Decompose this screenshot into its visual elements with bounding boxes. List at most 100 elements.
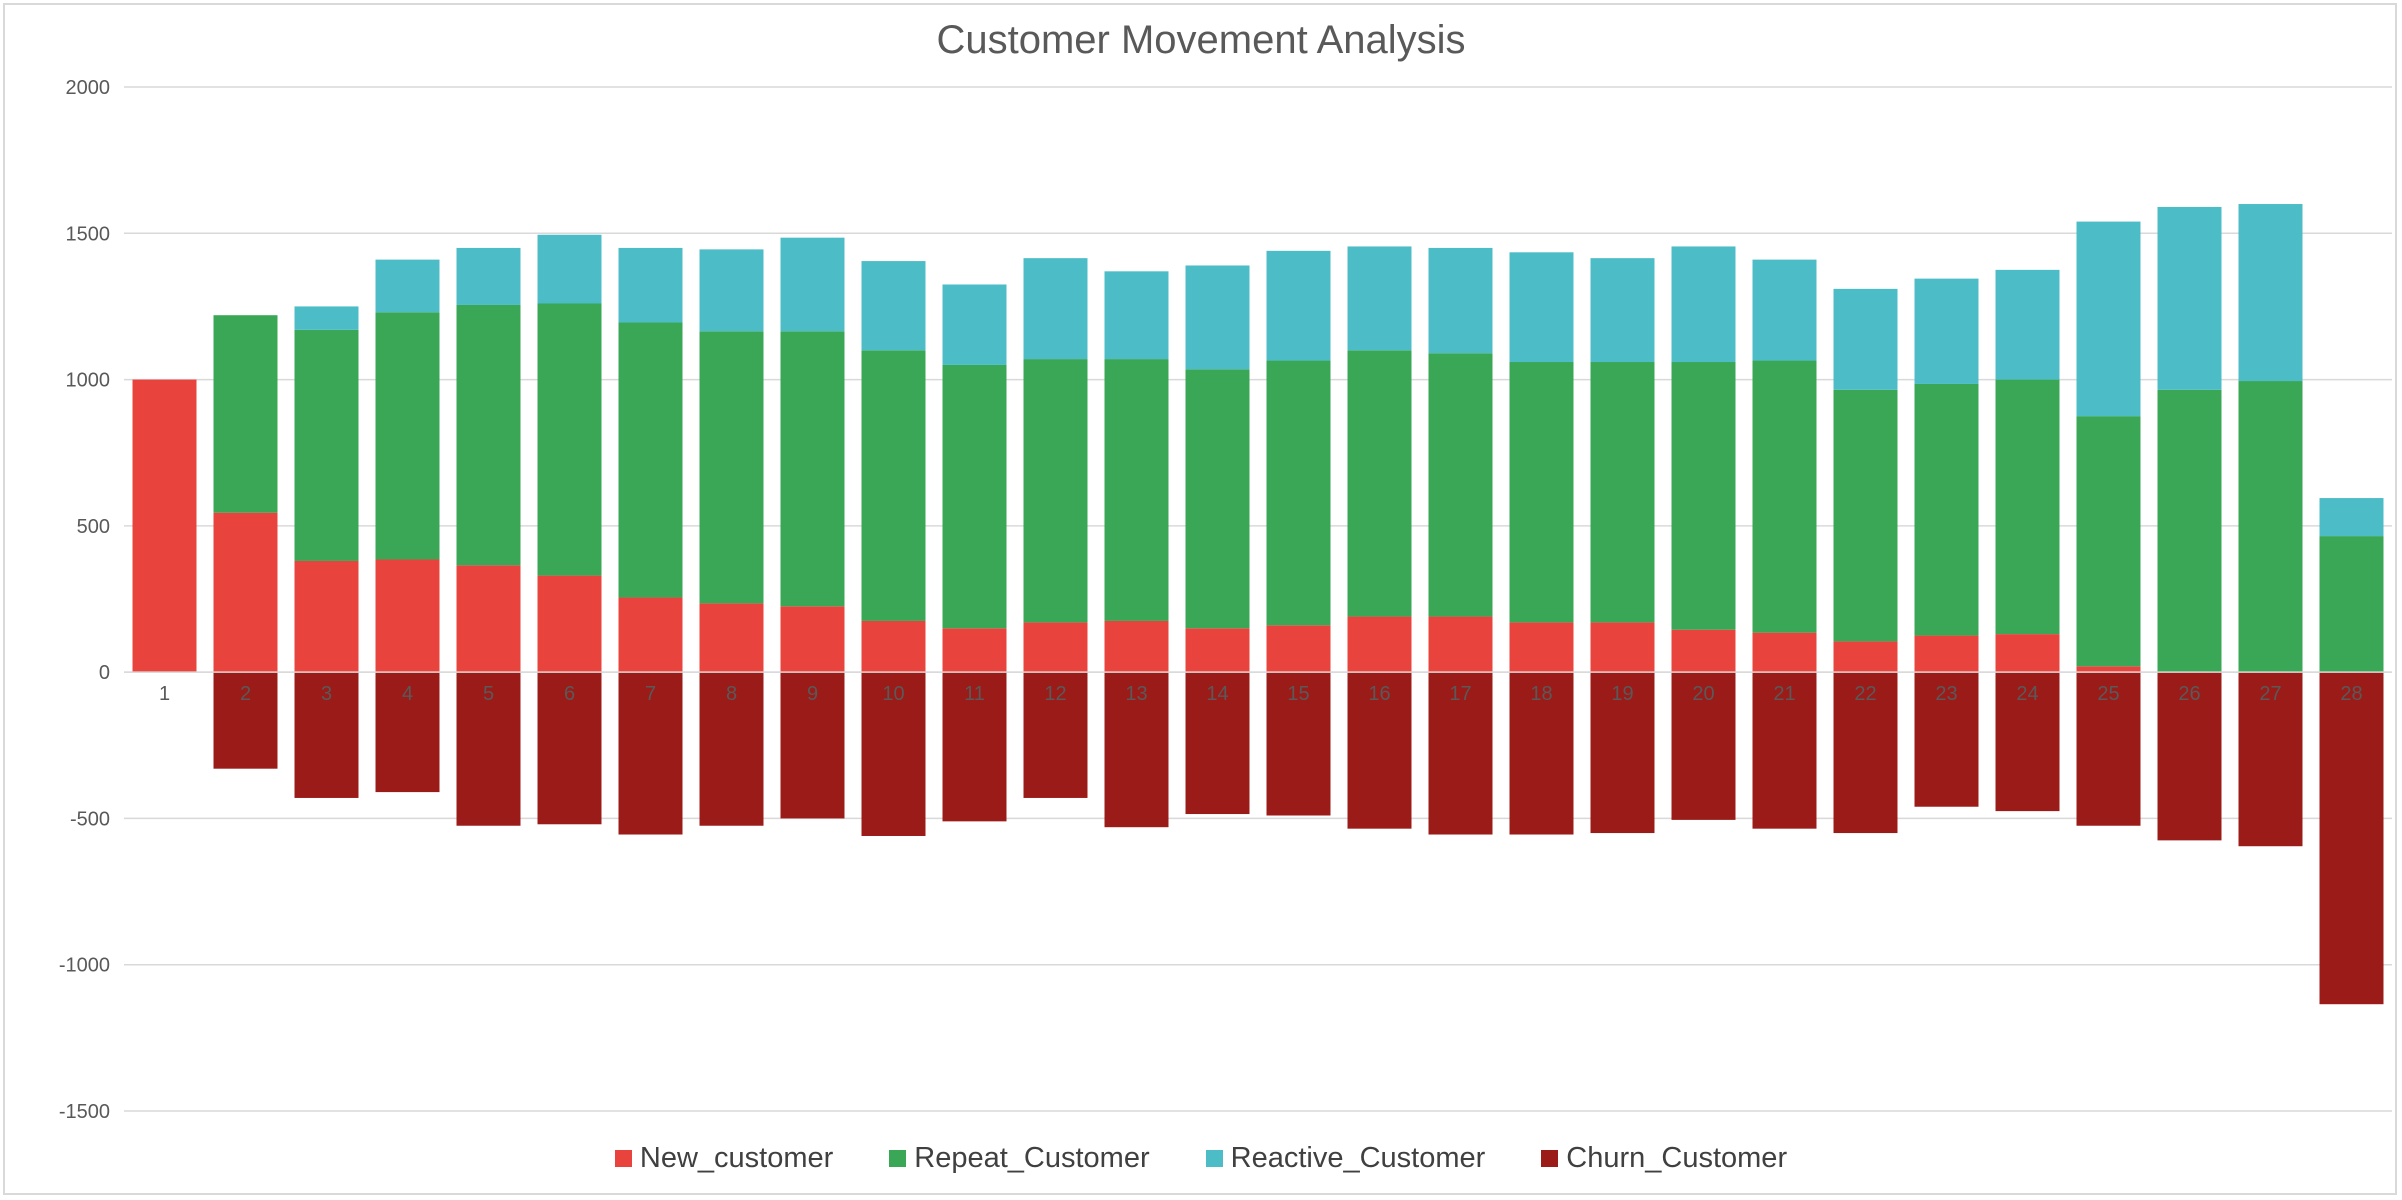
bar-reactive-customer [618, 247, 683, 323]
y-tick-label: -500 [70, 808, 110, 830]
bar-churn-customer [375, 672, 440, 793]
x-tick-label: 3 [321, 683, 332, 705]
bar-new-customer [1509, 622, 1574, 673]
bar-reactive-customer [1509, 252, 1574, 363]
bar-repeat-customer [1023, 359, 1088, 623]
y-tick-label: 0 [99, 662, 110, 684]
bar-churn-customer [1023, 672, 1088, 798]
legend-label: Churn_Customer [1566, 1142, 1788, 1174]
x-tick-label: 27 [2259, 683, 2281, 705]
bar-churn-customer [1590, 672, 1655, 834]
y-tick-label: -1000 [59, 955, 110, 977]
legend-swatch [614, 1150, 632, 1167]
bar-new-customer [618, 597, 683, 673]
bar-reactive-customer [780, 237, 845, 332]
y-tick-label: -1500 [59, 1101, 110, 1123]
x-tick-label: 7 [645, 683, 656, 705]
x-tick-label: 18 [1530, 683, 1552, 705]
bar-churn-customer [1185, 672, 1250, 815]
bar-churn-customer [861, 672, 926, 836]
bar-reactive-customer [1266, 250, 1331, 361]
legend-swatch [1541, 1150, 1559, 1167]
bar-reactive-customer [456, 247, 521, 305]
bar-repeat-customer [456, 304, 521, 566]
bar-new-customer [537, 575, 602, 673]
bar-churn-customer [1266, 672, 1331, 816]
bar-churn-customer [1671, 672, 1736, 820]
legend-item: New_customer [614, 1142, 834, 1175]
legend: New_customer Repeat_Customer Reactive_Cust… [0, 1142, 2402, 1175]
x-tick-label: 25 [2097, 683, 2119, 705]
x-tick-label: 9 [807, 683, 818, 705]
x-tick-label: 13 [1125, 683, 1147, 705]
y-tick-label: 1500 [66, 223, 111, 245]
bar-churn-customer [1347, 672, 1412, 829]
bar-new-customer [1104, 620, 1169, 673]
bar-repeat-customer [1914, 383, 1979, 636]
bar-new-customer [1671, 629, 1736, 673]
x-tick-label: 12 [1044, 683, 1066, 705]
bar-new-customer [294, 560, 359, 673]
legend-label: New_customer [639, 1142, 834, 1174]
bar-churn-customer [2238, 672, 2303, 847]
bar-reactive-customer [1023, 258, 1088, 360]
bar-repeat-customer [861, 350, 926, 621]
legend-item: Churn_Customer [1541, 1142, 1787, 1175]
bar-repeat-customer [294, 329, 359, 561]
bar-churn-customer [537, 672, 602, 825]
legend-label: Repeat_Customer [914, 1142, 1150, 1174]
bar-repeat-customer [1347, 350, 1412, 617]
bar-churn-customer [2157, 672, 2222, 841]
bar-churn-customer [456, 672, 521, 826]
bar-new-customer [1752, 632, 1817, 673]
x-tick-label: 28 [2340, 683, 2362, 705]
y-tick-label: 2000 [66, 77, 111, 99]
x-tick-label: 11 [964, 683, 985, 705]
bar-new-customer [1995, 634, 2060, 673]
bar-new-customer [1428, 616, 1493, 673]
bar-new-customer [132, 379, 197, 673]
x-tick-label: 5 [483, 683, 494, 705]
bar-churn-customer [618, 672, 683, 835]
bar-repeat-customer [2076, 416, 2141, 667]
legend-label: Reactive_Customer [1230, 1142, 1486, 1174]
legend-item: Reactive_Customer [1205, 1142, 1486, 1175]
bar-new-customer [861, 620, 926, 673]
bar-reactive-customer [1752, 259, 1817, 361]
x-tick-label: 19 [1611, 683, 1633, 705]
x-tick-label: 4 [402, 683, 413, 705]
bar-churn-customer [1509, 672, 1574, 835]
bar-reactive-customer [1590, 258, 1655, 363]
bar-reactive-customer [1428, 247, 1493, 354]
x-tick-label: 23 [1935, 683, 1957, 705]
bar-new-customer [699, 603, 764, 673]
bar-new-customer [1023, 622, 1088, 673]
legend-swatch [1205, 1150, 1223, 1167]
bar-reactive-customer [375, 259, 440, 313]
bar-reactive-customer [2319, 498, 2384, 537]
bar-reactive-customer [1671, 246, 1736, 363]
bar-repeat-customer [1266, 360, 1331, 626]
x-tick-label: 26 [2178, 683, 2200, 705]
bar-churn-customer [2319, 672, 2384, 1005]
x-tick-label: 15 [1287, 683, 1309, 705]
bar-new-customer [1347, 616, 1412, 673]
bar-new-customer [1914, 635, 1979, 673]
bar-repeat-customer [1185, 369, 1250, 629]
legend-swatch [889, 1150, 907, 1167]
bar-repeat-customer [213, 315, 278, 513]
bar-reactive-customer [537, 234, 602, 304]
x-tick-label: 1 [159, 683, 170, 705]
bar-repeat-customer [1590, 362, 1655, 623]
bar-repeat-customer [537, 303, 602, 576]
bar-repeat-customer [1671, 362, 1736, 630]
x-tick-label: 17 [1449, 683, 1471, 705]
bar-new-customer [942, 628, 1007, 673]
bar-new-customer [1833, 641, 1898, 673]
bar-reactive-customer [1995, 269, 2060, 380]
bar-repeat-customer [1752, 360, 1817, 633]
bar-reactive-customer [1914, 278, 1979, 384]
x-tick-label: 24 [2016, 683, 2038, 705]
bar-reactive-customer [2157, 206, 2222, 390]
bar-repeat-customer [2157, 389, 2222, 673]
